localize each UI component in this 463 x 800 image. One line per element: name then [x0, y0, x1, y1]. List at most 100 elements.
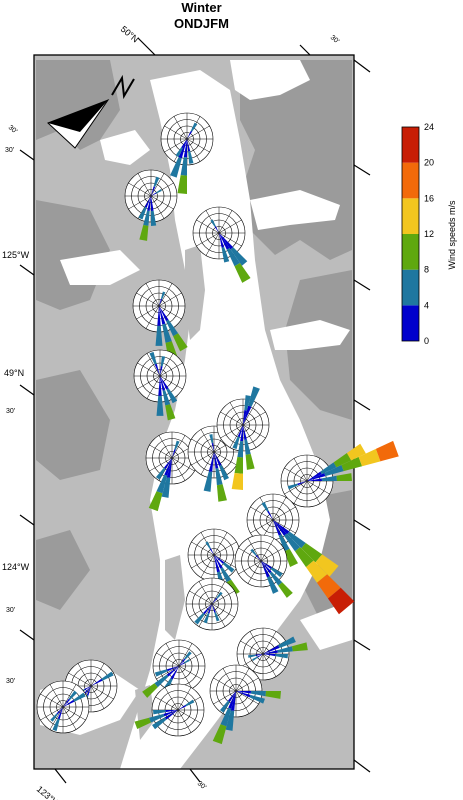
wind-rose-petal [216, 484, 227, 502]
wind-rose [187, 528, 241, 596]
wind-rose-petal [214, 555, 220, 573]
wind-rose-petal [234, 457, 243, 474]
wind-rose-petal [155, 325, 163, 346]
wind-rose-petal [166, 458, 172, 478]
wind-rose-petal [175, 147, 183, 158]
wind-rose-petal [275, 654, 288, 659]
wind-rose-petal [315, 554, 339, 577]
wind-rose-petal [144, 196, 151, 208]
wind-rose-petal [273, 520, 287, 536]
wind-rose-petal [160, 291, 166, 300]
wind-rose-petal [162, 323, 172, 343]
wind-rose-petal [166, 666, 179, 677]
wind-rose-petal [101, 671, 114, 681]
wind-rose [185, 577, 239, 631]
wind-rose [36, 680, 90, 734]
wind-rose-petal [219, 700, 230, 713]
wind-rose-petal [265, 691, 281, 699]
wind-rose [133, 349, 187, 421]
wind-rose-petal [278, 582, 293, 598]
wind-rose-petal [161, 477, 171, 498]
label-125W: 125°W [2, 250, 30, 260]
wind-rose-petal [301, 542, 323, 563]
wind-rose-petal [320, 462, 337, 475]
wind-rose [209, 664, 281, 745]
wind-rose-petal [179, 662, 185, 666]
colorbar-label: Wind speeds m/s [447, 200, 457, 270]
colorbar-bin [402, 127, 419, 163]
wind-rose [216, 386, 270, 490]
wind-rose-petal [149, 351, 157, 365]
wind-rose-petal [255, 654, 263, 656]
label-30-left-d: 30' [6, 607, 15, 614]
wind-rose-petal [148, 491, 163, 512]
wind-rose-petal [248, 654, 256, 658]
colorbar-tick-label: 4 [424, 300, 429, 310]
wind-rose-petal [214, 452, 222, 467]
wind-rose-petal [151, 210, 157, 226]
label-30-bottom: 30' [196, 780, 207, 791]
wind-rose-petal [212, 604, 216, 613]
wind-rose-petal [232, 436, 240, 450]
wind-rose [192, 206, 251, 283]
wind-rose-petal [160, 376, 166, 391]
wind-rose-petal [210, 219, 216, 227]
wind-rose-petal [203, 471, 213, 492]
wind-rose-petal [56, 707, 63, 715]
wind-rose-petal [216, 591, 223, 599]
wind-rose-petal [163, 710, 178, 717]
wind-rose-petal [134, 717, 151, 730]
wind-rose-petal [190, 122, 198, 132]
wind-rose-petal [283, 533, 301, 552]
wind-rose-petal [184, 651, 192, 660]
wind-rose-petal [158, 376, 162, 396]
wind-rose-petal [211, 443, 214, 452]
label-30-left-e: 30' [6, 678, 15, 685]
colorbar-tick-label: 20 [424, 158, 434, 168]
wind-rose-petal [181, 139, 187, 149]
label-50N: 50°N [119, 24, 141, 45]
colorbar-bin [402, 198, 419, 234]
wind-rose-petal [263, 650, 278, 654]
wind-rose-petal [153, 176, 160, 187]
north-arrow-icon [47, 74, 135, 149]
wind-rose [234, 534, 293, 598]
wind-rose-petal [170, 666, 179, 680]
wind-rose-petal [333, 453, 352, 468]
colorbar-bin [402, 234, 419, 270]
wind-rose-petal [173, 333, 188, 352]
map-title: Winter [181, 0, 222, 15]
wind-rose-petal [177, 175, 187, 194]
colorbar-tick-label: 8 [424, 265, 429, 275]
wind-rose-petal [154, 363, 160, 376]
wind-rose-petal [324, 464, 344, 477]
wind-rose-petal [203, 604, 212, 615]
wind-rose-petal [287, 483, 298, 490]
wind-rose-petal [273, 520, 290, 535]
wind-rose-petal [236, 691, 251, 698]
wind-rose-petal [307, 478, 322, 481]
wind-rose-petal [165, 404, 176, 421]
wind-rose-petal [336, 473, 352, 481]
wind-rose-petal [261, 561, 272, 574]
wind-rose-petal [228, 691, 236, 709]
wind-rose-petal [219, 233, 230, 250]
wind-rose-petal [156, 395, 164, 416]
wind-rose-petal [73, 692, 86, 702]
wind-rose-petal [346, 443, 366, 461]
wind-rose-petal [68, 690, 78, 700]
wind-rose-petal [151, 192, 157, 196]
colorbar-tick-label: 16 [424, 193, 434, 203]
wind-rose-petal [255, 554, 261, 561]
label-30-left-b: 30' [5, 147, 14, 154]
wind-rose-petal [261, 561, 270, 578]
wind-rose-petal [236, 691, 251, 694]
wind-rose-petal [185, 699, 195, 707]
wind-rose-petal [166, 319, 179, 337]
wind-rose [160, 112, 214, 194]
wind-rose-petal [243, 405, 252, 425]
wind-rose-petal [194, 612, 205, 625]
label-49N: 49°N [4, 368, 24, 378]
wind-rose-petal [63, 699, 75, 707]
